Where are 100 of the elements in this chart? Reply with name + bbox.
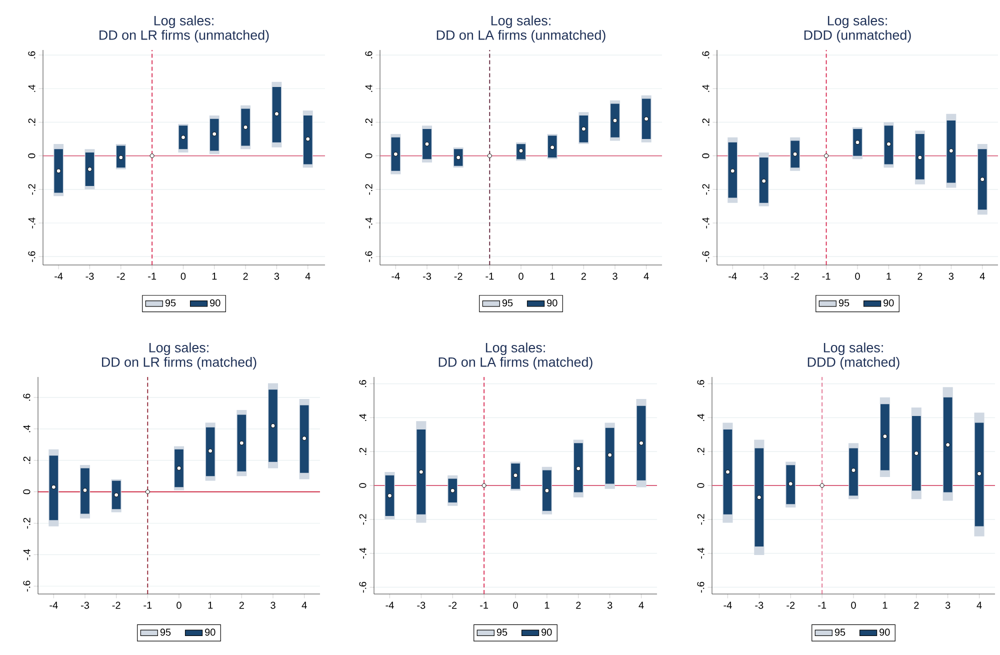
legend-label: 95 xyxy=(160,628,171,636)
x-tick-label: -3 xyxy=(755,602,764,609)
bar xyxy=(723,430,732,514)
y-tick-label: -.4 xyxy=(365,217,372,228)
point xyxy=(977,471,982,476)
point xyxy=(762,178,766,184)
x-tick-label: -4 xyxy=(50,602,58,609)
point xyxy=(608,452,612,458)
point xyxy=(581,126,586,132)
bar xyxy=(416,430,426,514)
point xyxy=(51,484,56,490)
x-tick-label: -1 xyxy=(144,602,152,609)
x-tick-label: 4 xyxy=(976,602,982,609)
x-tick-label: 2 xyxy=(576,602,581,609)
x-tick-label: 1 xyxy=(882,602,888,609)
legend-label: 95 xyxy=(838,299,850,306)
y-tick-label: -.6 xyxy=(23,580,30,592)
chart-title: Log sales: xyxy=(491,16,550,28)
bar xyxy=(300,405,309,473)
chart-subtitle: DDD (unmatched) xyxy=(804,30,911,42)
x-tick-label: -1 xyxy=(486,272,494,280)
bar xyxy=(574,443,583,492)
y-tick-label: -.2 xyxy=(359,514,366,525)
point xyxy=(82,488,88,492)
x-tick-label: 4 xyxy=(638,602,644,609)
bar xyxy=(422,128,432,160)
bar xyxy=(210,118,219,151)
x-tick-label: 0 xyxy=(180,272,186,280)
point xyxy=(792,152,798,156)
bar xyxy=(178,126,188,150)
bar xyxy=(385,475,394,516)
point xyxy=(150,154,154,158)
bar xyxy=(112,480,121,510)
point xyxy=(482,483,486,488)
chart-title: Log sales: xyxy=(486,342,545,356)
x-tick-label: -3 xyxy=(760,272,768,280)
point xyxy=(239,440,244,446)
y-tick-label: -.4 xyxy=(23,549,30,560)
y-tick-label: .2 xyxy=(28,118,36,126)
y-tick-label: .4 xyxy=(365,84,372,92)
point xyxy=(513,473,518,478)
bar xyxy=(912,416,921,491)
chart-subtitle: DD on LR firms (matched) xyxy=(102,356,256,370)
bar xyxy=(80,468,90,514)
y-tick-label: .2 xyxy=(365,118,372,126)
bar xyxy=(610,104,620,138)
legend-label: 90 xyxy=(880,628,890,636)
chart-title: Log sales: xyxy=(828,16,887,28)
point xyxy=(576,466,581,471)
x-tick-label: -4 xyxy=(728,272,737,280)
bar xyxy=(946,120,956,183)
point xyxy=(914,451,919,456)
y-tick-label: .4 xyxy=(359,414,366,421)
bar xyxy=(85,152,94,186)
x-tick-label: 1 xyxy=(544,602,550,609)
point xyxy=(114,492,119,498)
x-tick-label: 0 xyxy=(518,272,524,280)
x-tick-label: -1 xyxy=(148,272,156,280)
bar xyxy=(754,448,764,547)
point xyxy=(612,118,618,123)
x-tick-label: -1 xyxy=(822,272,830,280)
bar xyxy=(304,116,312,164)
x-tick-label: 2 xyxy=(918,272,922,280)
chart-title: Log sales: xyxy=(824,342,883,356)
x-tick-label: -3 xyxy=(81,602,89,609)
x-tick-label: 0 xyxy=(176,602,182,609)
x-tick-label: 1 xyxy=(886,272,892,280)
bar xyxy=(174,449,184,488)
point xyxy=(306,136,310,142)
y-tick-label: .2 xyxy=(359,448,366,455)
point xyxy=(948,148,954,154)
x-tick-label: -4 xyxy=(386,602,394,609)
bar xyxy=(790,140,800,168)
y-tick-label: 0 xyxy=(702,153,710,158)
y-tick-label: .2 xyxy=(702,118,710,126)
point xyxy=(243,125,248,130)
y-tick-label: .6 xyxy=(697,380,704,388)
y-tick-label: 0 xyxy=(23,489,30,494)
y-tick-label: .6 xyxy=(28,51,36,58)
chart-title: Log sales: xyxy=(154,16,214,28)
bar xyxy=(884,126,894,164)
point xyxy=(980,177,985,182)
legend-label: 90 xyxy=(210,299,220,306)
legend-label: 95 xyxy=(502,299,513,306)
legend-label: 90 xyxy=(884,299,894,306)
bar xyxy=(272,86,282,142)
x-tick-label: 3 xyxy=(945,602,950,609)
point xyxy=(302,436,307,441)
legend-label: 95 xyxy=(496,628,508,636)
y-tick-label: .4 xyxy=(23,425,30,432)
x-tick-label: -4 xyxy=(54,272,63,280)
x-tick-label: 4 xyxy=(302,602,307,609)
y-tick-label: -.6 xyxy=(359,582,366,593)
x-tick-label: 0 xyxy=(851,602,856,609)
x-tick-label: -3 xyxy=(423,272,431,280)
x-tick-label: 1 xyxy=(212,272,217,280)
bar xyxy=(237,414,246,472)
y-tick-label: -.2 xyxy=(365,184,372,195)
point xyxy=(756,495,762,500)
x-tick-label: 0 xyxy=(855,272,860,280)
